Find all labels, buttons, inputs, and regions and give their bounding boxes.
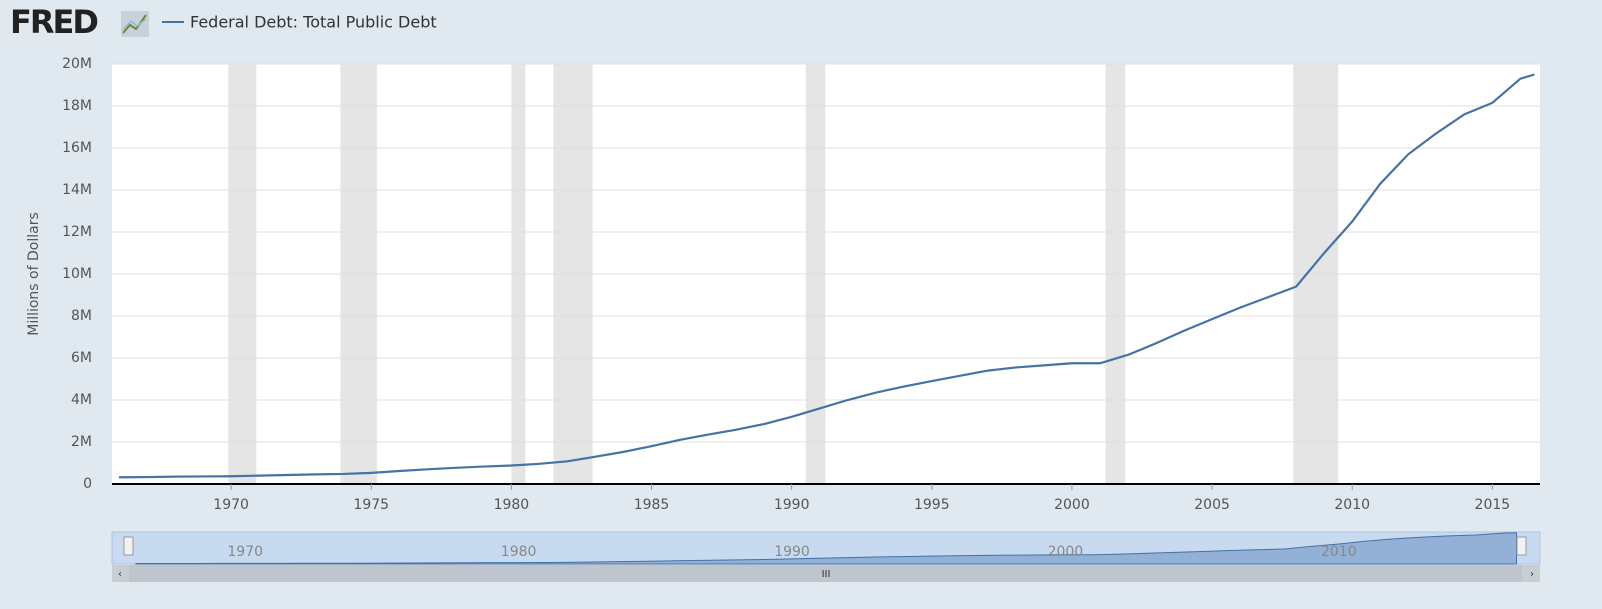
y-tick-label: 0 xyxy=(83,476,92,492)
x-tick-label: 2010 xyxy=(1334,497,1370,513)
x-tick-label: 2015 xyxy=(1475,497,1511,513)
y-axis-label: Millions of Dollars xyxy=(26,212,42,336)
y-tick-label: 14M xyxy=(62,182,92,198)
scroll-left[interactable]: ‹ xyxy=(118,569,122,580)
x-tick-label: 1970 xyxy=(213,497,249,513)
y-tick-label: 8M xyxy=(71,308,92,324)
navigator-tick-label: 1980 xyxy=(501,544,537,560)
navigator-area xyxy=(135,532,1518,565)
y-tick-label: 16M xyxy=(62,140,92,156)
y-tick-label: 20M xyxy=(62,56,92,72)
scroll-right[interactable]: › xyxy=(1530,569,1534,580)
navigator-tick-label: 1970 xyxy=(227,544,263,560)
y-tick-label: 12M xyxy=(62,224,92,240)
navigator-tick-label: 2010 xyxy=(1321,544,1357,560)
series-line xyxy=(118,73,1535,479)
scrollbar-thumb[interactable] xyxy=(129,565,1522,582)
y-tick-label: 4M xyxy=(71,392,92,408)
x-tick-label: 1990 xyxy=(774,497,810,513)
scrollbar-grip: III xyxy=(822,569,831,580)
y-tick-label: 6M xyxy=(71,350,92,366)
x-tick-label: 1980 xyxy=(494,497,530,513)
logo: FRED xyxy=(10,3,97,41)
logo-icon xyxy=(121,11,149,37)
navigator-tick-label: 1990 xyxy=(774,544,810,560)
y-tick-label: 2M xyxy=(71,434,92,450)
legend-label: Federal Debt: Total Public Debt xyxy=(190,13,437,32)
y-tick-label: 10M xyxy=(62,266,92,282)
x-tick-label: 1985 xyxy=(634,497,670,513)
x-tick-label: 2005 xyxy=(1194,497,1230,513)
navigator-handle-left[interactable] xyxy=(123,536,134,556)
navigator-handle-right[interactable] xyxy=(1516,536,1527,556)
navigator-tick-label: 2000 xyxy=(1048,544,1084,560)
x-tick-label: 1975 xyxy=(353,497,389,513)
x-tick-label: 1995 xyxy=(914,497,950,513)
x-tick-label: 2000 xyxy=(1054,497,1090,513)
y-tick-label: 18M xyxy=(62,98,92,114)
